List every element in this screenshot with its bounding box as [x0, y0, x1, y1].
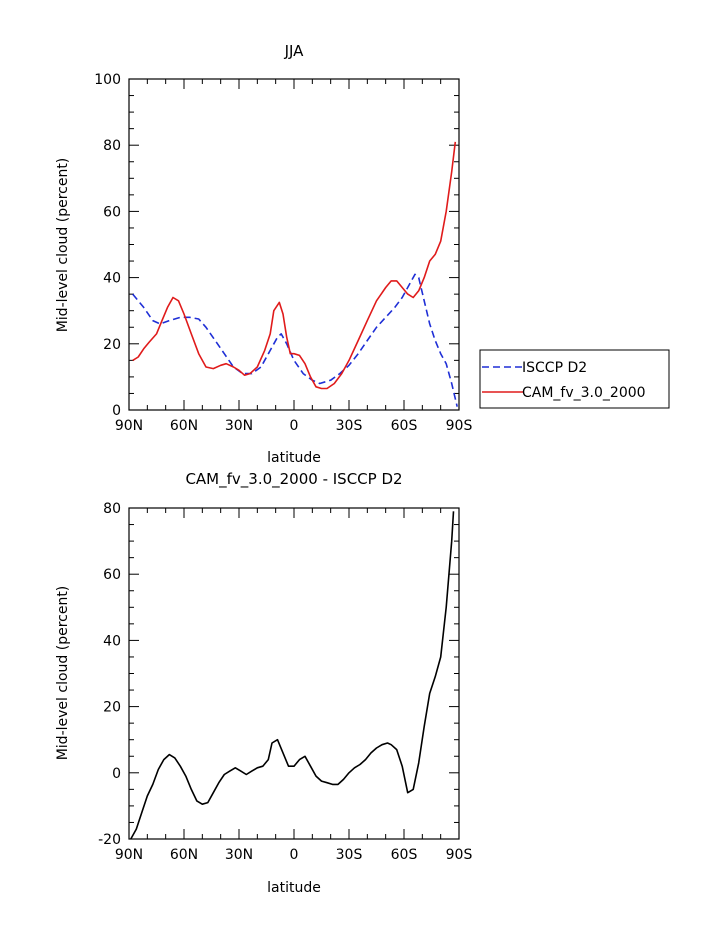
bottom-x-tick-label: 60N	[170, 847, 198, 863]
bottom-x-tick-label: 0	[290, 847, 299, 863]
bottom-y-tick-label: 60	[103, 567, 121, 583]
bottom-y-tick-label: 80	[103, 501, 121, 517]
bottom-x-tick-label: 90S	[446, 847, 473, 863]
top-x-tick-label: 0	[290, 418, 299, 434]
legend-label-cam: CAM_fv_3.0_2000	[522, 385, 646, 401]
top-y-tick-label: 40	[103, 271, 121, 287]
top-series-line-cam-fv-3-0-2000	[132, 141, 457, 390]
bottom-y-axis-label: Mid-level cloud (percent)	[55, 586, 71, 761]
top-series	[132, 141, 458, 407]
bottom-x-tick-label: 30N	[225, 847, 253, 863]
top-x-tick-label: 90N	[115, 418, 143, 434]
top-y-tick-label: 60	[103, 204, 121, 220]
bottom-chart-title: CAM_fv_3.0_2000 - ISCCP D2	[185, 470, 402, 489]
bottom-x-tick-label: 90N	[115, 847, 143, 863]
top-x-tick-label: 60S	[391, 418, 418, 434]
legend: ISCCP D2 CAM_fv_3.0_2000	[479, 349, 670, 409]
bottom-x-tick-label: 30S	[336, 847, 363, 863]
bottom-y-tick-label: 0	[112, 766, 121, 782]
bottom-y-tick-label: -20	[98, 832, 121, 848]
bottom-panel: CAM_fv_3.0_2000 - ISCCP D2 90N 60N 30N 0 30S…	[55, 470, 472, 896]
top-x-axis-label: latitude	[267, 450, 321, 466]
top-x-tick-label: 30S	[336, 418, 363, 434]
top-chart-title: JJA	[284, 42, 305, 60]
bottom-y-tick-label: 20	[103, 700, 121, 716]
bottom-plot-frame	[128, 507, 460, 840]
top-x-tick-label: 60N	[170, 418, 198, 434]
legend-box	[479, 349, 670, 409]
top-x-tick-label: 30N	[225, 418, 253, 434]
bottom-x-axis-label: latitude	[267, 880, 321, 896]
top-x-tick-label: 90S	[446, 418, 473, 434]
top-y-tick-label: 0	[112, 403, 121, 419]
bottom-series-line-0	[130, 511, 455, 840]
top-ticks: 90N 60N 30N 0 30S 60S 90S 0 20 40 60 80 100	[94, 72, 472, 434]
bottom-y-tick-label: 40	[103, 633, 121, 649]
top-y-axis-label: Mid-level cloud (percent)	[55, 158, 71, 333]
top-series-line-isccp-d2	[132, 273, 458, 407]
top-y-tick-label: 20	[103, 337, 121, 353]
top-panel: JJA 90N 60N 30N 0 30S 60S 90S 0 20 40 60 80 100 lati…	[55, 42, 472, 466]
top-y-tick-label: 100	[94, 72, 121, 88]
bottom-ticks: 90N 60N 30N 0 30S 60S 90S -20 0 20 40 60 80	[98, 501, 472, 863]
bottom-x-tick-label: 60S	[391, 847, 418, 863]
top-plot-frame	[128, 78, 460, 411]
top-y-tick-label: 80	[103, 138, 121, 154]
bottom-series	[130, 511, 455, 840]
legend-label-isccp: ISCCP D2	[522, 360, 587, 376]
